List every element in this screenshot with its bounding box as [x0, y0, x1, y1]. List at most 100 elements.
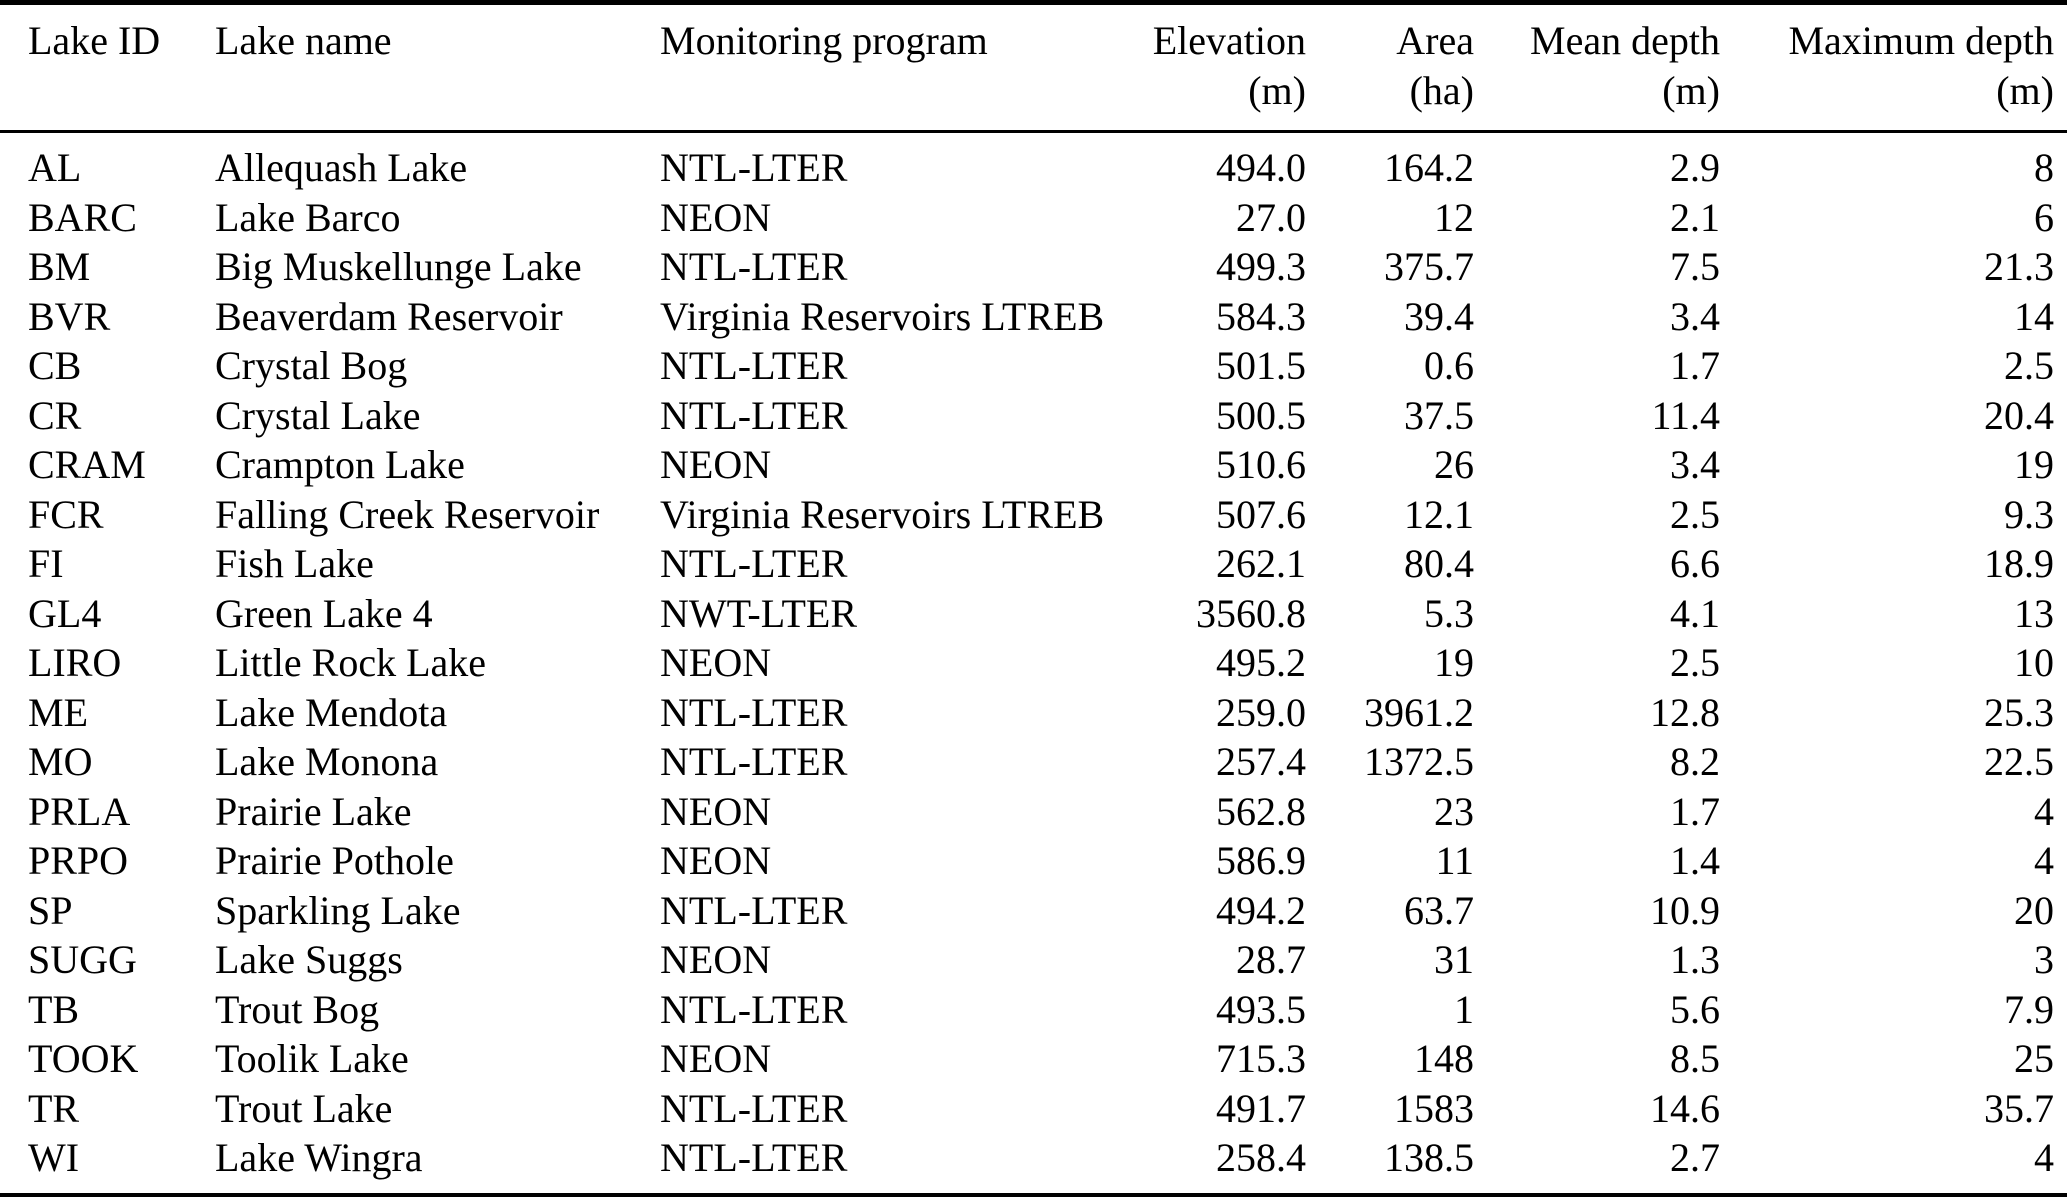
table-row: SP Sparkling Lake NTL-LTER 494.2 63.7 10.9 20: [0, 886, 2067, 936]
table-cell: LIRO: [28, 640, 122, 685]
table-cell: 2.5: [2004, 343, 2054, 388]
table-cell: Little Rock Lake: [215, 640, 487, 685]
table-cell: 4: [2034, 838, 2054, 883]
table-row: MO Lake Monona NTL-LTER 257.4 1372.5 8.2 22.5: [0, 737, 2067, 787]
table-cell: Trout Lake: [215, 1085, 393, 1131]
table-cell: 499.3: [1216, 244, 1306, 289]
table-cell: 2.7: [1670, 1135, 1720, 1180]
table-cell: Beaverdam Reservoir: [215, 293, 563, 339]
table-cell: FI: [28, 541, 64, 586]
table-body: AL Allequash Lake NTL-LTER 494.0 164.2 2.9 8 BA…: [0, 132, 2067, 1195]
table-row: BM Big Muskellunge Lake NTL-LTER 499.3 375.7…: [0, 242, 2067, 292]
table-cell: Sparkling Lake: [215, 887, 461, 933]
table-cell: Falling Creek Reservoir: [215, 491, 600, 537]
table-header: Lake ID Lake name Monitoring program Elevat…: [0, 3, 2067, 132]
table-cell: 11: [1435, 838, 1474, 883]
table-row: TR Trout Lake NTL-LTER 491.7 1583 14.6 35.7: [0, 1084, 2067, 1134]
table-row: TB Trout Bog NTL-LTER 493.5 1 5.6 7.9: [0, 985, 2067, 1035]
table-cell: NTL-LTER: [660, 541, 848, 586]
table-cell: 7.5: [1670, 244, 1720, 289]
table-cell: 12: [1434, 194, 1474, 240]
table-cell: 507.6: [1216, 491, 1306, 537]
table-cell: Crystal Lake: [215, 392, 421, 438]
table-cell: 1583: [1394, 1085, 1474, 1131]
table-cell: NEON: [660, 838, 772, 883]
table-cell: 1.7: [1670, 343, 1720, 388]
table-cell: NTL-LTER: [660, 739, 848, 784]
table-cell: 7.9: [2004, 986, 2054, 1032]
table-cell: WI: [28, 1135, 80, 1180]
table-cell: 10: [2014, 640, 2054, 685]
table-cell: 1.7: [1670, 788, 1720, 834]
table-cell: 20.4: [1984, 392, 2054, 438]
table-cell: NTL-LTER: [660, 887, 848, 933]
table-cell: Crystal Bog: [215, 343, 408, 388]
table-cell: Lake Suggs: [215, 937, 403, 982]
table-cell: 148: [1414, 1036, 1474, 1081]
table-cell: 11.4: [1651, 392, 1720, 438]
column-header-lake-id: Lake ID: [0, 3, 215, 132]
table-cell: FCR: [28, 491, 104, 537]
column-unit: (m): [1248, 68, 1306, 113]
table-row: WI Lake Wingra NTL-LTER 258.4 138.5 2.7 4: [0, 1133, 2067, 1195]
column-header-area: Area (ha): [1306, 3, 1474, 132]
column-header-mean-depth: Mean depth (m): [1474, 3, 1720, 132]
table-cell: TOOK: [28, 1036, 139, 1081]
column-unit: [660, 66, 1105, 116]
table-cell: PRPO: [28, 838, 129, 883]
table-cell: NEON: [660, 1036, 772, 1081]
table-cell: AL: [28, 145, 82, 190]
column-label: Elevation: [1152, 18, 1306, 63]
table-cell: 493.5: [1216, 986, 1306, 1032]
table-cell: NTL-LTER: [660, 392, 848, 438]
table-cell: 13: [2014, 590, 2054, 636]
table-cell: 3961.2: [1364, 689, 1474, 735]
table-cell: 375.7: [1384, 244, 1474, 289]
table-cell: 25: [2014, 1036, 2054, 1081]
table-cell: TR: [28, 1085, 80, 1131]
table-cell: 35.7: [1984, 1085, 2054, 1131]
table-cell: NTL-LTER: [660, 244, 848, 289]
table-cell: MO: [28, 739, 93, 784]
table-cell: 494.0: [1216, 145, 1306, 190]
table-cell: 3.4: [1670, 293, 1720, 339]
table-cell: 5.3: [1424, 590, 1474, 636]
table-cell: TB: [28, 986, 80, 1032]
table-cell: 12.1: [1404, 491, 1474, 537]
table-row: BVR Beaverdam Reservoir Virginia Reservoir…: [0, 292, 2067, 342]
column-header-monitoring-program: Monitoring program: [660, 3, 1105, 132]
table-cell: 500.5: [1216, 392, 1306, 438]
table-cell: BARC: [28, 194, 137, 240]
table-cell: 28.7: [1236, 937, 1306, 982]
table-cell: 37.5: [1404, 392, 1474, 438]
column-unit: [28, 66, 215, 116]
column-label: Area: [1396, 18, 1474, 63]
table-cell: 3560.8: [1196, 590, 1306, 636]
table-cell: 2.9: [1670, 145, 1720, 190]
table-cell: 138.5: [1384, 1135, 1474, 1180]
table-cell: 491.7: [1216, 1085, 1306, 1131]
table-cell: 562.8: [1216, 788, 1306, 834]
table-row: FI Fish Lake NTL-LTER 262.1 80.4 6.6 18.9: [0, 539, 2067, 589]
table-cell: 257.4: [1216, 739, 1306, 784]
table-cell: 10.9: [1650, 887, 1720, 933]
table-row: CRAM Crampton Lake NEON 510.6 26 3.4 19: [0, 440, 2067, 490]
table-row: CR Crystal Lake NTL-LTER 500.5 37.5 11.4 20.4: [0, 391, 2067, 441]
column-header-elevation: Elevation (m): [1105, 3, 1306, 132]
table-cell: NTL-LTER: [660, 689, 848, 735]
table-cell: 2.5: [1670, 640, 1720, 685]
table-cell: 21.3: [1984, 244, 2054, 289]
table-cell: NEON: [660, 442, 772, 487]
table-row: TOOK Toolik Lake NEON 715.3 148 8.5 25: [0, 1034, 2067, 1084]
table-cell: 8.5: [1670, 1036, 1720, 1081]
table-cell: NEON: [660, 640, 772, 685]
table-cell: NTL-LTER: [660, 145, 848, 190]
table-cell: 27.0: [1236, 194, 1306, 240]
table-cell: Crampton Lake: [215, 442, 465, 487]
table-cell: Prairie Pothole: [215, 838, 454, 883]
table-cell: 14: [2014, 293, 2054, 339]
table-cell: Allequash Lake: [215, 145, 468, 190]
table-cell: Green Lake 4: [215, 590, 433, 636]
table-cell: Lake Wingra: [215, 1135, 423, 1180]
table-cell: NTL-LTER: [660, 1085, 848, 1131]
